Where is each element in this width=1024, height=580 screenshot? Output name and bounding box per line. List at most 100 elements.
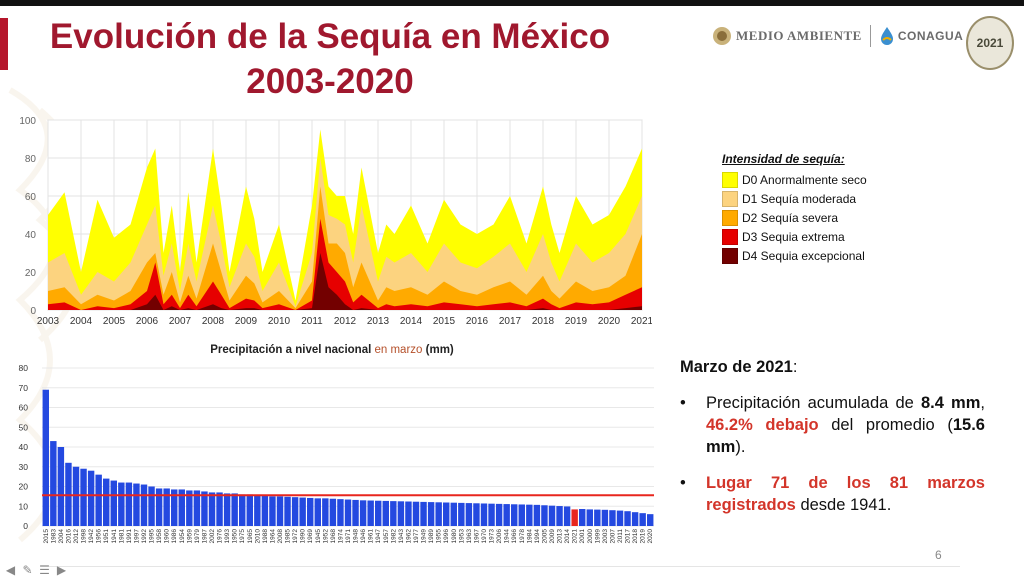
x-tick-label: 1943 bbox=[398, 529, 405, 544]
legend-swatch-d4 bbox=[722, 247, 738, 264]
y-tick-label: 40 bbox=[25, 230, 37, 241]
x-tick-label: 1996 bbox=[443, 529, 450, 544]
x-tick-label: 2007 bbox=[609, 529, 616, 544]
x-tick-label: 1985 bbox=[285, 529, 292, 544]
x-tick-label: 1947 bbox=[375, 529, 382, 544]
precip-bar bbox=[133, 483, 140, 526]
summary-text: ). bbox=[735, 438, 746, 456]
x-tick-label: 1949 bbox=[421, 529, 428, 544]
precip-bar bbox=[526, 504, 533, 526]
badge-year-text: 2021 bbox=[976, 36, 1004, 50]
precip-bar bbox=[563, 506, 571, 526]
precip-bar bbox=[186, 490, 193, 526]
y-tick-label: 80 bbox=[25, 154, 37, 165]
x-tick-label: 1989 bbox=[428, 529, 435, 544]
conagua-logo-text: CONAGUA bbox=[897, 29, 964, 43]
legend-item-d0: D0 Anormalmente seco bbox=[722, 170, 922, 189]
government-seal-icon bbox=[713, 27, 731, 45]
x-tick-label: 1992 bbox=[141, 529, 148, 544]
precip-bar bbox=[201, 491, 208, 526]
precip-bar bbox=[50, 441, 57, 526]
y-tick-label: 70 bbox=[19, 383, 29, 393]
precip-bar bbox=[609, 510, 616, 526]
x-tick-label: 1991 bbox=[126, 529, 133, 544]
precip-bar bbox=[480, 503, 488, 526]
x-tick-label: 1958 bbox=[156, 529, 163, 544]
x-tick-label: 1944 bbox=[504, 529, 511, 544]
x-tick-label: 1968 bbox=[330, 529, 337, 544]
precip-bar bbox=[208, 492, 216, 526]
x-tick-label: 2014 bbox=[564, 529, 571, 544]
drought-area-chart: 0 20 40 60 80 100 2003 2004 2005 2006 2007 2008 2009… bbox=[19, 116, 652, 327]
precip-bar bbox=[276, 496, 284, 527]
x-tick-label: 2008 bbox=[277, 529, 284, 544]
x-tick-label: 1941 bbox=[111, 529, 118, 544]
slide-title: Evolución de la Sequía en México 2003-20… bbox=[20, 14, 640, 104]
precip-bar bbox=[359, 500, 367, 526]
next-slide-icon[interactable]: ▶ bbox=[56, 563, 67, 577]
precip-bar bbox=[601, 509, 609, 526]
x-tick-label: 1971 bbox=[345, 529, 352, 544]
precip-bar bbox=[639, 513, 646, 526]
x-tick-label: 1953 bbox=[458, 529, 465, 544]
x-tick-label: 2019 bbox=[565, 316, 588, 327]
legend-item-d3: D3 Sequia extrema bbox=[722, 227, 922, 246]
summary-heading: Marzo de 2021: bbox=[680, 356, 985, 378]
legend-label-d4: D4 Sequia excepcional bbox=[742, 248, 865, 263]
precip-bar bbox=[171, 489, 178, 526]
precip-bar bbox=[495, 503, 503, 526]
precip-bar bbox=[435, 502, 442, 526]
x-tick-label: 1990 bbox=[300, 529, 307, 544]
y-tick-label: 40 bbox=[19, 442, 29, 452]
legend-swatch-d3 bbox=[722, 228, 738, 245]
x-tick-label: 2005 bbox=[541, 529, 548, 544]
precip-bar bbox=[307, 497, 314, 526]
x-tick-label: 2006 bbox=[136, 316, 159, 327]
prev-slide-icon[interactable]: ◀ bbox=[5, 563, 16, 577]
precip-bar bbox=[473, 503, 480, 526]
precip-bar bbox=[148, 486, 155, 526]
precip-bar bbox=[155, 488, 163, 526]
y-tick-label: 30 bbox=[19, 462, 29, 472]
legend-label-d1: D1 Sequía moderada bbox=[742, 191, 857, 206]
summary-panel: Marzo de 2021: Precipitación acumulada d… bbox=[680, 356, 985, 530]
precip-bar bbox=[299, 497, 306, 526]
x-tick-label: 1978 bbox=[519, 529, 526, 544]
x-tick-label: 1994 bbox=[534, 529, 541, 544]
legend-label-d2: D2 Sequía severa bbox=[742, 210, 839, 225]
precip-bar bbox=[57, 447, 65, 526]
precip-bar bbox=[80, 468, 87, 526]
x-tick-label: 1997 bbox=[133, 529, 140, 544]
legend-item-d4: D4 Sequia excepcional bbox=[722, 246, 922, 265]
x-tick-label: 2006 bbox=[496, 529, 503, 544]
summary-heading-text: Marzo de 2021 bbox=[680, 358, 793, 376]
x-tick-label: 1967 bbox=[473, 529, 480, 544]
precip-bar bbox=[405, 501, 412, 526]
x-tick-label: 2018 bbox=[532, 316, 555, 327]
x-tick-label: 1969 bbox=[307, 529, 314, 544]
slideshow-controls: ◀ ✎ ☰ ▶ bbox=[4, 564, 68, 576]
legend-swatch-d1 bbox=[722, 190, 738, 207]
x-tick-label: 1974 bbox=[337, 529, 344, 544]
x-tick-label: 1970 bbox=[481, 529, 488, 544]
x-tick-label: 1973 bbox=[489, 529, 496, 544]
x-tick-label: 1954 bbox=[179, 529, 186, 544]
menu-icon[interactable]: ☰ bbox=[39, 563, 50, 577]
y-tick-label: 10 bbox=[19, 501, 29, 511]
y-tick-label: 20 bbox=[19, 482, 29, 492]
precip-bar bbox=[231, 493, 238, 526]
x-tick-label: 2003 bbox=[37, 316, 60, 327]
x-tick-label: 1999 bbox=[594, 529, 601, 544]
area-series-d1 bbox=[48, 158, 642, 310]
summary-heading-colon: : bbox=[792, 358, 798, 376]
x-tick-label: 2012 bbox=[73, 529, 80, 544]
x-tick-label: 2017 bbox=[499, 316, 522, 327]
x-tick-label: 2011 bbox=[617, 529, 624, 543]
x-tick-label: 1960 bbox=[164, 529, 171, 544]
x-tick-label: 1982 bbox=[390, 529, 397, 544]
precip-bar bbox=[367, 500, 374, 526]
legend-title: Intensidad de sequía: bbox=[722, 152, 845, 166]
y-tick-label: 20 bbox=[25, 268, 37, 279]
pen-icon[interactable]: ✎ bbox=[22, 563, 33, 577]
medio-ambiente-logo-text: MEDIO AMBIENTE bbox=[736, 28, 862, 43]
